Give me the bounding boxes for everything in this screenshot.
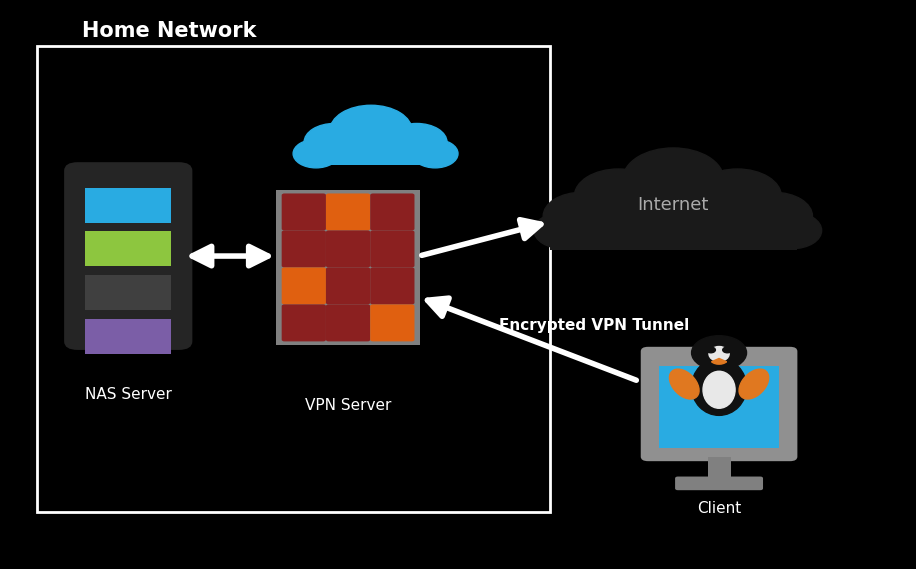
Ellipse shape: [703, 371, 735, 409]
FancyBboxPatch shape: [64, 162, 192, 350]
Circle shape: [387, 123, 447, 161]
Circle shape: [706, 347, 715, 353]
Text: Home Network: Home Network: [82, 21, 257, 42]
FancyArrowPatch shape: [192, 246, 268, 266]
Circle shape: [574, 169, 662, 224]
Ellipse shape: [739, 369, 769, 399]
Circle shape: [693, 169, 781, 224]
FancyBboxPatch shape: [675, 476, 763, 490]
FancyBboxPatch shape: [326, 304, 370, 341]
Circle shape: [330, 105, 412, 156]
FancyBboxPatch shape: [85, 275, 171, 310]
Text: Internet: Internet: [638, 196, 709, 214]
FancyBboxPatch shape: [660, 366, 779, 448]
FancyArrowPatch shape: [428, 298, 637, 380]
Wedge shape: [712, 358, 726, 364]
Circle shape: [692, 336, 747, 370]
Circle shape: [412, 139, 458, 168]
FancyBboxPatch shape: [326, 193, 370, 230]
Text: Client: Client: [697, 501, 741, 516]
FancyBboxPatch shape: [282, 304, 326, 341]
Circle shape: [623, 148, 724, 211]
Text: Encrypted VPN Tunnel: Encrypted VPN Tunnel: [499, 318, 690, 333]
Ellipse shape: [692, 358, 747, 415]
Circle shape: [763, 212, 822, 249]
Circle shape: [715, 351, 723, 355]
FancyBboxPatch shape: [370, 230, 414, 267]
FancyBboxPatch shape: [282, 230, 326, 267]
Circle shape: [293, 139, 339, 168]
Circle shape: [660, 179, 760, 242]
FancyBboxPatch shape: [370, 267, 414, 304]
Circle shape: [723, 347, 732, 353]
Text: NAS Server: NAS Server: [85, 387, 171, 402]
FancyBboxPatch shape: [550, 205, 797, 250]
FancyBboxPatch shape: [370, 304, 414, 341]
Circle shape: [543, 192, 620, 240]
FancyBboxPatch shape: [707, 456, 731, 479]
FancyBboxPatch shape: [307, 142, 435, 165]
FancyBboxPatch shape: [85, 232, 171, 266]
FancyArrowPatch shape: [421, 220, 541, 255]
FancyBboxPatch shape: [282, 267, 326, 304]
Circle shape: [736, 192, 812, 240]
Text: VPN Server: VPN Server: [305, 398, 391, 413]
Circle shape: [534, 212, 593, 249]
FancyBboxPatch shape: [640, 347, 797, 461]
Circle shape: [586, 179, 687, 242]
FancyBboxPatch shape: [370, 193, 414, 230]
Ellipse shape: [670, 369, 699, 399]
FancyBboxPatch shape: [85, 319, 171, 354]
FancyBboxPatch shape: [276, 190, 420, 345]
Circle shape: [304, 123, 365, 161]
FancyBboxPatch shape: [37, 46, 550, 512]
FancyBboxPatch shape: [85, 188, 171, 223]
FancyBboxPatch shape: [326, 230, 370, 267]
Ellipse shape: [709, 347, 729, 361]
FancyBboxPatch shape: [282, 193, 326, 230]
FancyBboxPatch shape: [326, 267, 370, 304]
